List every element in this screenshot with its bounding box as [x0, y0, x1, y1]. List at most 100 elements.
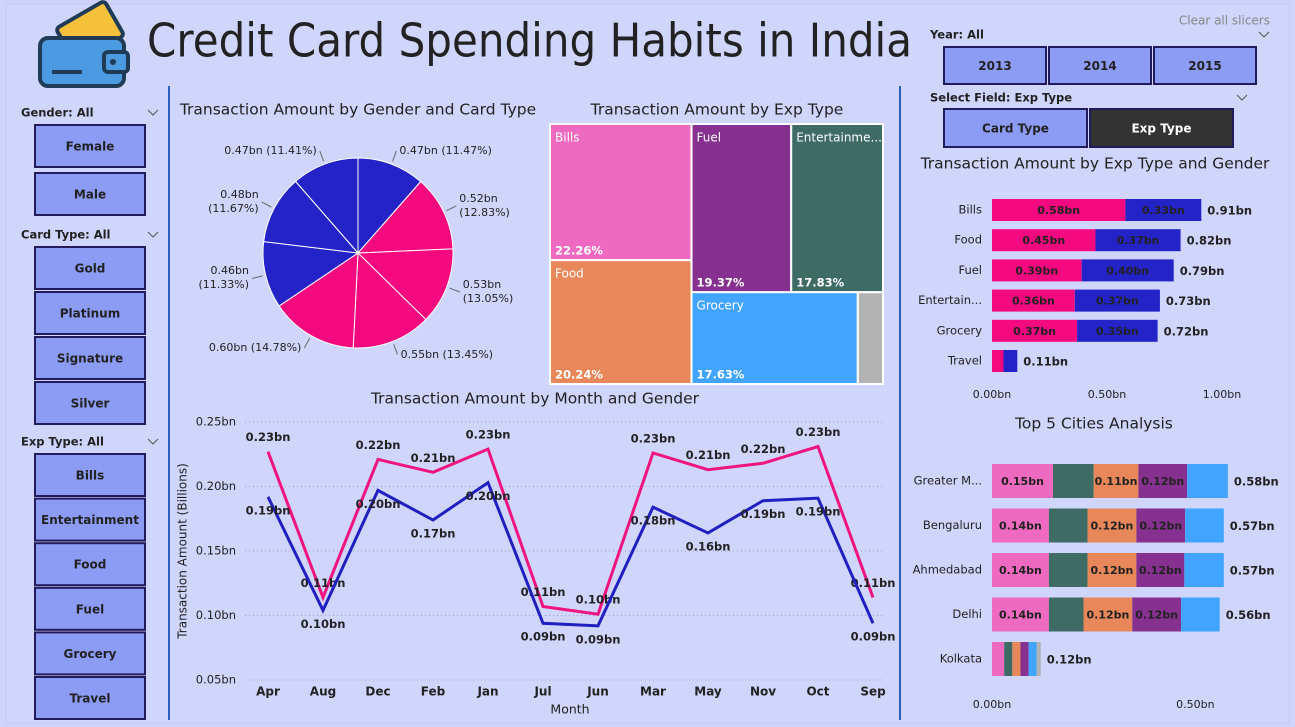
data-label: 0.19bn — [796, 505, 841, 519]
data-label: 0.37bn — [1117, 234, 1160, 247]
slicer-option[interactable]: Food — [74, 558, 107, 572]
slicer-button[interactable] — [34, 172, 146, 216]
x-tick-label: 0.00bn — [973, 388, 1011, 401]
data-label: 0.20bn — [466, 489, 511, 503]
data-label: 0.12bn — [1135, 609, 1178, 622]
slicer-button[interactable] — [943, 108, 1088, 148]
dropdown-chevron[interactable] — [147, 109, 159, 116]
slicer-option[interactable]: Female — [66, 140, 115, 154]
slicer-button[interactable] — [34, 453, 146, 497]
slicer-button[interactable] — [34, 291, 146, 335]
bar-segment — [992, 229, 1096, 252]
slicer-button[interactable] — [34, 246, 146, 290]
x-tick-label: 0.00bn — [973, 698, 1011, 711]
data-label: 0.09bn — [851, 630, 896, 644]
slicer-option[interactable]: Travel — [70, 692, 111, 706]
slicer-button[interactable] — [34, 336, 146, 380]
slicer-option[interactable]: 2014 — [1083, 59, 1116, 73]
x-tick-label: Feb — [421, 685, 446, 699]
pie-slice — [356, 248, 454, 321]
data-label: 20.24% — [555, 368, 603, 382]
dropdown-chevron[interactable] — [1258, 31, 1270, 38]
slicer-button[interactable] — [34, 124, 146, 168]
data-label: 0.58bn — [1037, 204, 1080, 217]
data-label: 0.23bn — [466, 428, 511, 442]
slicer-option[interactable]: 2013 — [978, 59, 1011, 73]
slicer-option[interactable]: Card Type — [982, 122, 1049, 136]
total-label: 0.91bn — [1207, 204, 1252, 218]
y-tick-label: 0.05bn — [196, 673, 236, 687]
slicer-label: Year: All — [929, 28, 984, 42]
x-tick-label: Jan — [476, 685, 498, 699]
y-tick-label: 0.10bn — [196, 608, 236, 622]
slicer-option[interactable]: Platinum — [60, 307, 120, 321]
slicer-button[interactable] — [34, 542, 146, 587]
chart-title: Transaction Amount by Month and Gender — [370, 390, 700, 408]
x-tick-label: Sep — [860, 685, 886, 699]
pie-slice — [263, 180, 360, 254]
bar-segment — [1125, 199, 1202, 221]
data-label: 0.10bn — [301, 617, 346, 631]
slicer-option[interactable]: Grocery — [63, 647, 116, 661]
y-category-label: Fuel — [958, 263, 982, 277]
dropdown-chevron[interactable] — [147, 438, 159, 445]
bar-segment — [1095, 229, 1181, 252]
slicer-option[interactable]: Entertainment — [41, 513, 139, 527]
dropdown-chevron[interactable] — [147, 231, 159, 238]
data-label: 0.39bn — [1015, 264, 1058, 277]
slicer-option[interactable]: Signature — [57, 352, 123, 366]
chart-title: Top 5 Cities Analysis — [1014, 415, 1173, 433]
x-tick-label: Nov — [750, 685, 776, 699]
tile-label: Grocery — [697, 299, 744, 313]
x-tick-label: 0.50bn — [1088, 388, 1126, 401]
pie-slice — [357, 157, 422, 255]
slicer-option[interactable]: 2015 — [1188, 59, 1221, 73]
slicer-button[interactable] — [34, 497, 146, 542]
y-category-label: Travel — [947, 354, 982, 368]
bar-segment — [1132, 597, 1182, 632]
leader-line — [319, 150, 325, 162]
bar-segment — [1184, 553, 1224, 587]
total-label: 0.12bn — [1047, 653, 1092, 667]
data-label: 0.46bn (11.33%) — [198, 264, 249, 292]
bar-segment — [1093, 464, 1139, 498]
dropdown-chevron[interactable] — [1236, 94, 1248, 101]
slicer-option[interactable]: Exp Type — [1131, 122, 1191, 136]
bar-segment — [1004, 642, 1013, 676]
slicer-button[interactable] — [34, 676, 146, 720]
slicer-option[interactable]: Male — [74, 188, 106, 202]
total-label: 0.56bn — [1226, 608, 1271, 622]
slicer-button[interactable] — [1153, 46, 1257, 85]
slicer-option[interactable]: Silver — [71, 397, 110, 411]
y-axis-title: Transaction Amount (Billions) — [176, 463, 190, 640]
slicer-option[interactable]: Gold — [75, 262, 106, 276]
leader-line — [261, 201, 272, 208]
bar-segment — [992, 289, 1075, 312]
slicer-option[interactable]: Bills — [76, 469, 105, 483]
x-tick-label: Mar — [640, 685, 666, 699]
leader-line — [392, 150, 397, 162]
slicer-button[interactable] — [1089, 108, 1234, 148]
slicer-button[interactable] — [34, 631, 146, 676]
total-label: 0.82bn — [1187, 234, 1232, 248]
bar-segment — [992, 199, 1126, 221]
x-tick-label: Apr — [256, 685, 280, 699]
data-label: 0.15bn — [1001, 475, 1044, 488]
data-label: 0.14bn — [999, 520, 1042, 533]
y-tick-label: 0.15bn — [196, 544, 236, 558]
total-label: 0.57bn — [1230, 519, 1275, 533]
leader-line — [251, 275, 263, 279]
slicer-button[interactable] — [34, 381, 146, 425]
y-category-label: Kolkata — [940, 652, 982, 666]
slicer-button[interactable] — [1048, 46, 1152, 85]
bar-segment — [1138, 464, 1188, 498]
slicer-button[interactable] — [943, 46, 1047, 85]
slicer-option[interactable]: Fuel — [76, 602, 104, 616]
bar-segment — [1185, 508, 1224, 543]
treemap-tile — [856, 291, 885, 386]
slicer-button[interactable] — [34, 586, 146, 631]
bar-segment — [1181, 597, 1220, 632]
clear-slicers[interactable]: Clear all slicers — [1179, 14, 1270, 28]
data-label: 0.19bn — [246, 503, 291, 517]
data-label: 0.12bn — [1139, 564, 1182, 577]
